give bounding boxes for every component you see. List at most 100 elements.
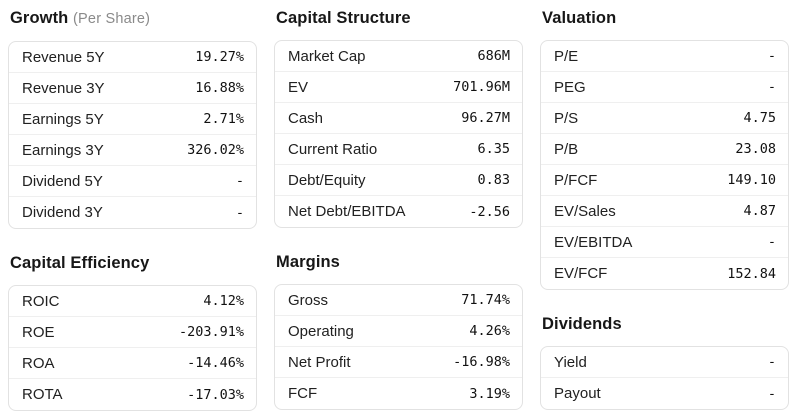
metric-label: EV/EBITDA bbox=[554, 233, 633, 251]
metric-value: 686M bbox=[477, 48, 510, 64]
section-title-dividends: Dividends bbox=[542, 314, 789, 334]
metric-label: Current Ratio bbox=[288, 140, 378, 158]
section-title-text: Growth bbox=[10, 9, 69, 27]
metric-label: Cash bbox=[288, 109, 324, 127]
metric-row: ROE -203.91% bbox=[9, 317, 256, 348]
metric-label: Gross bbox=[288, 291, 329, 309]
metric-row: Earnings 5Y 2.71% bbox=[9, 104, 256, 135]
metric-row: Net Profit -16.98% bbox=[275, 347, 522, 378]
section-growth: Growth (Per Share) Revenue 5Y 19.27% Rev… bbox=[8, 8, 257, 229]
metric-row: ROIC 4.12% bbox=[9, 286, 256, 317]
metric-label: EV/FCF bbox=[554, 265, 608, 282]
metric-label: P/FCF bbox=[554, 171, 598, 189]
metric-label: P/B bbox=[554, 140, 579, 158]
metric-value: -203.91% bbox=[178, 324, 244, 340]
metric-row: P/S 4.75 bbox=[541, 103, 788, 134]
metric-row: Dividend 3Y - bbox=[9, 197, 256, 228]
section-dividends: Dividends Yield - Payout - bbox=[540, 314, 789, 410]
metric-row: EV/FCF 152.84 bbox=[541, 258, 788, 289]
metric-label: ROTA bbox=[22, 386, 63, 403]
metric-value: 23.08 bbox=[735, 141, 776, 157]
metric-value: - bbox=[767, 79, 776, 95]
metric-row: Payout - bbox=[541, 378, 788, 409]
section-title-text: Dividends bbox=[542, 315, 622, 333]
metric-label: P/S bbox=[554, 109, 579, 127]
metric-label: Revenue 3Y bbox=[22, 79, 105, 97]
metric-label: Payout bbox=[554, 385, 601, 402]
metric-label: Revenue 5Y bbox=[22, 48, 105, 66]
metric-value: 3.19% bbox=[469, 385, 510, 402]
column-capital-structure: Capital Structure Market Cap 686M EV 701… bbox=[274, 8, 523, 411]
metric-row: FCF 3.19% bbox=[275, 378, 522, 409]
metric-value: 152.84 bbox=[727, 265, 776, 282]
metric-label: Yield bbox=[554, 353, 587, 371]
metric-value: 701.96M bbox=[453, 79, 510, 95]
metric-value: 4.75 bbox=[743, 110, 776, 126]
metric-row: Revenue 3Y 16.88% bbox=[9, 73, 256, 104]
metric-row: ROA -14.46% bbox=[9, 348, 256, 379]
metric-label: PEG bbox=[554, 78, 586, 96]
section-title-text: Capital Structure bbox=[276, 9, 411, 27]
metric-value: 0.83 bbox=[477, 172, 510, 188]
metric-row: Revenue 5Y 19.27% bbox=[9, 42, 256, 73]
metric-label: Dividend 5Y bbox=[22, 172, 103, 190]
section-title-valuation: Valuation bbox=[542, 8, 789, 28]
metric-label: Earnings 3Y bbox=[22, 141, 104, 159]
metric-value: -14.46% bbox=[187, 355, 244, 371]
section-title-margins: Margins bbox=[276, 252, 523, 272]
metric-label: EV/Sales bbox=[554, 202, 616, 220]
section-title-text: Margins bbox=[276, 253, 340, 271]
metric-label: Dividend 3Y bbox=[22, 204, 103, 221]
metric-value: -2.56 bbox=[469, 203, 510, 220]
metric-row: Yield - bbox=[541, 347, 788, 378]
metric-row: P/E - bbox=[541, 41, 788, 72]
metric-label: ROIC bbox=[22, 292, 60, 310]
metric-label: ROE bbox=[22, 323, 55, 341]
column-growth: Growth (Per Share) Revenue 5Y 19.27% Rev… bbox=[8, 8, 257, 411]
metric-value: 6.35 bbox=[477, 141, 510, 157]
metric-row: Current Ratio 6.35 bbox=[275, 134, 522, 165]
metric-row: P/FCF 149.10 bbox=[541, 165, 788, 196]
metric-value: 19.27% bbox=[195, 49, 244, 65]
metric-label: EV bbox=[288, 78, 309, 96]
metrics-card-capital-structure: Market Cap 686M EV 701.96M Cash 96.27M C… bbox=[274, 40, 523, 228]
section-valuation: Valuation P/E - PEG - P/S 4.75 P/B 23.08 bbox=[540, 8, 789, 290]
metric-value: 4.26% bbox=[469, 323, 510, 339]
metric-row: PEG - bbox=[541, 72, 788, 103]
metric-value: 4.12% bbox=[203, 293, 244, 309]
metric-value: -17.03% bbox=[187, 386, 244, 403]
metrics-card-margins: Gross 71.74% Operating 4.26% Net Profit … bbox=[274, 284, 523, 410]
metric-label: ROA bbox=[22, 354, 55, 372]
metric-value: 2.71% bbox=[203, 111, 244, 127]
section-title-suffix: (Per Share) bbox=[73, 11, 151, 27]
metrics-card-growth: Revenue 5Y 19.27% Revenue 3Y 16.88% Earn… bbox=[8, 41, 257, 229]
section-title-capital-efficiency: Capital Efficiency bbox=[10, 253, 257, 273]
metric-row: Operating 4.26% bbox=[275, 316, 522, 347]
metric-value: 4.87 bbox=[743, 203, 776, 219]
section-title-text: Capital Efficiency bbox=[10, 254, 150, 272]
metrics-card-capital-efficiency: ROIC 4.12% ROE -203.91% ROA -14.46% ROTA… bbox=[8, 285, 257, 411]
metrics-card-dividends: Yield - Payout - bbox=[540, 346, 789, 410]
metric-row: Earnings 3Y 326.02% bbox=[9, 135, 256, 166]
metric-label: Market Cap bbox=[288, 47, 366, 65]
metric-row: Debt/Equity 0.83 bbox=[275, 165, 522, 196]
section-title-capital-structure: Capital Structure bbox=[276, 8, 523, 28]
column-valuation: Valuation P/E - PEG - P/S 4.75 P/B 23.08 bbox=[540, 8, 789, 411]
metric-label: Net Profit bbox=[288, 353, 351, 371]
metric-row: Market Cap 686M bbox=[275, 41, 522, 72]
metric-label: FCF bbox=[288, 385, 318, 402]
metric-value: 16.88% bbox=[195, 80, 244, 96]
section-capital-efficiency: Capital Efficiency ROIC 4.12% ROE -203.9… bbox=[8, 253, 257, 411]
metric-row: Dividend 5Y - bbox=[9, 166, 256, 197]
metric-value: 96.27M bbox=[461, 110, 510, 126]
metric-value: - bbox=[767, 385, 776, 402]
metric-value: 326.02% bbox=[187, 142, 244, 158]
metric-label: Debt/Equity bbox=[288, 171, 366, 189]
metric-row: EV/Sales 4.87 bbox=[541, 196, 788, 227]
metric-label: P/E bbox=[554, 47, 579, 65]
section-margins: Margins Gross 71.74% Operating 4.26% Net… bbox=[274, 252, 523, 410]
metric-row: EV 701.96M bbox=[275, 72, 522, 103]
section-title-growth: Growth (Per Share) bbox=[10, 8, 257, 29]
metric-value: 71.74% bbox=[461, 292, 510, 308]
